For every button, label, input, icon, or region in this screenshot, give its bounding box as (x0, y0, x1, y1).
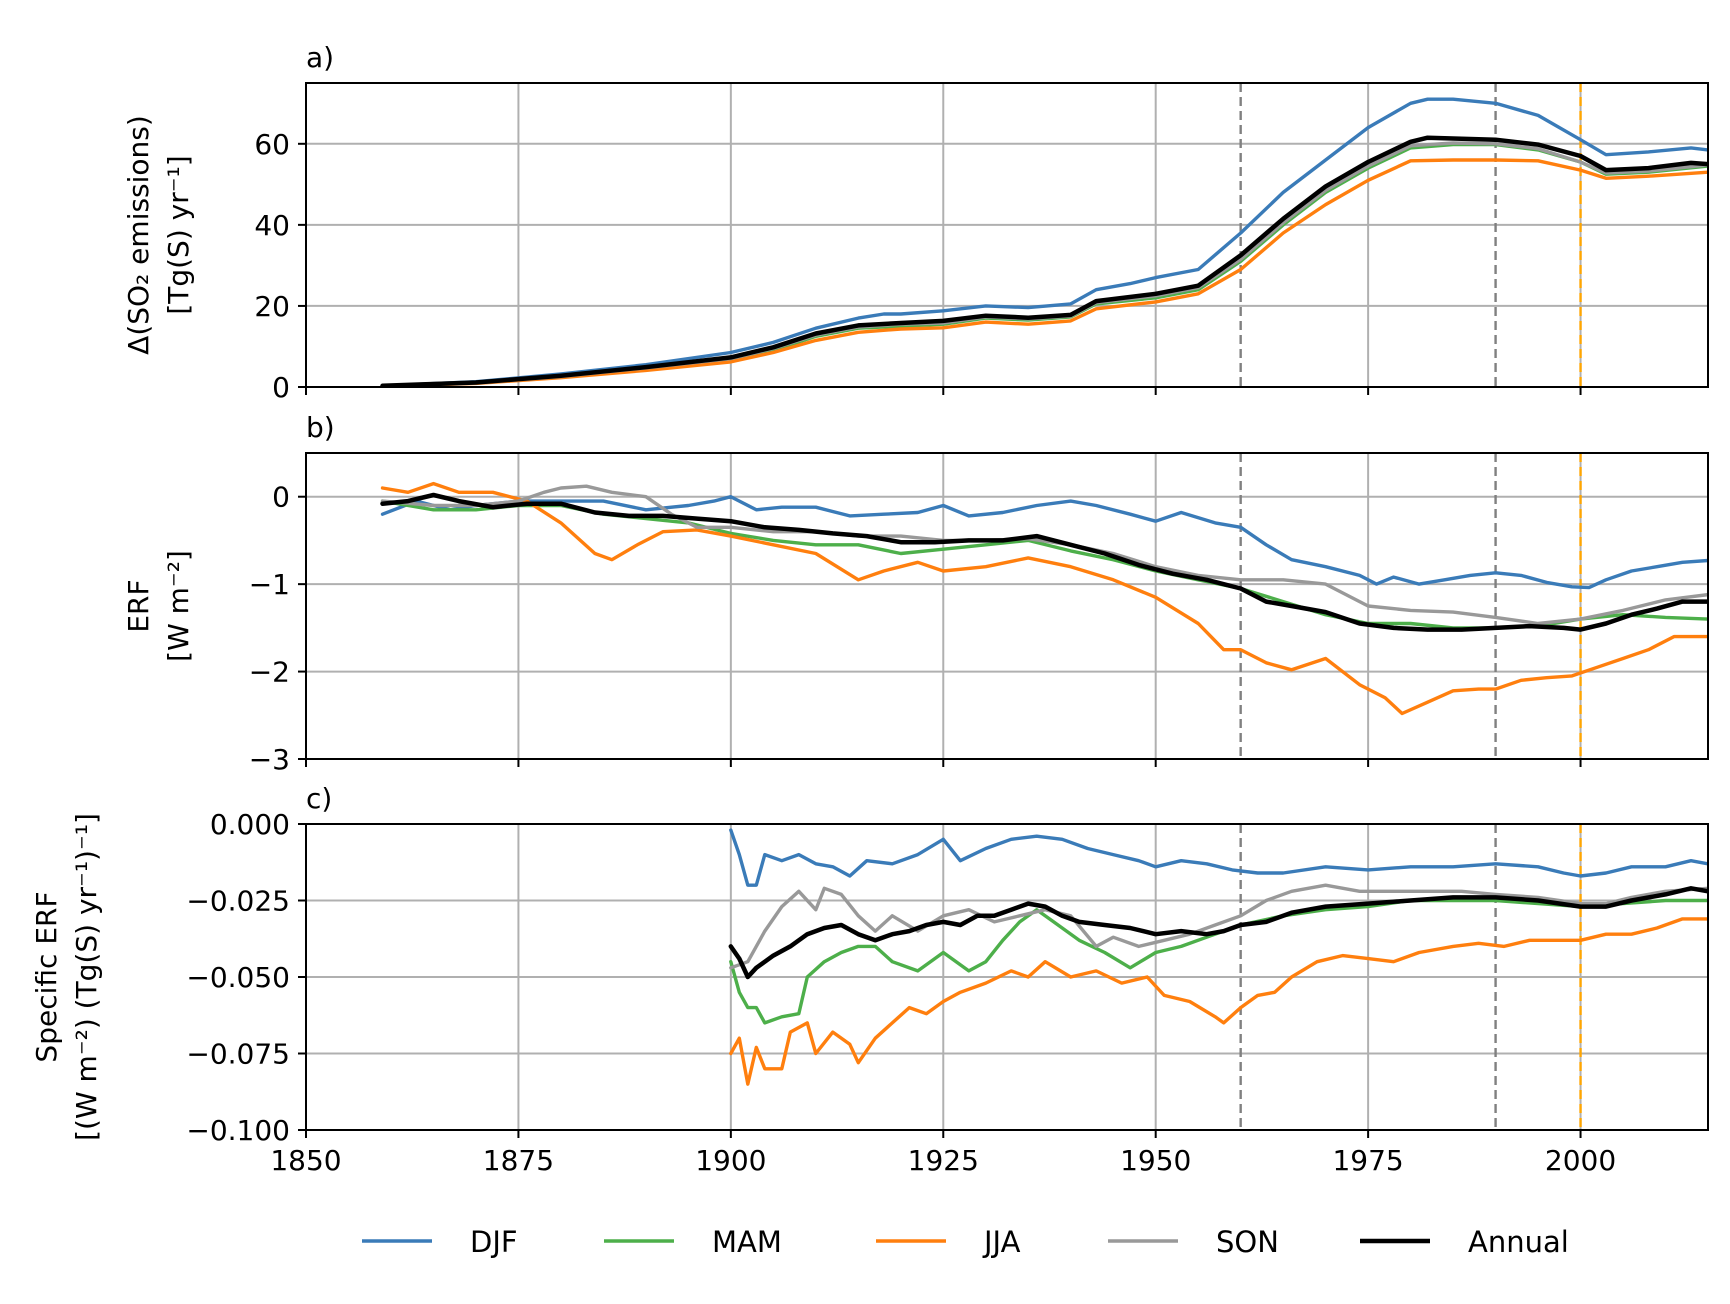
y-axis-label-units: [(W m⁻²) (Tg(S) yr⁻¹)⁻¹] (70, 813, 103, 1141)
panel-3: 1850 1875 1900 1925 1950 1975 2000 −0.100 −0.075… (30, 782, 1709, 1177)
y-axis-label-units: [Tg(S) yr⁻¹] (162, 155, 195, 314)
y-tick-label: −2 (249, 656, 290, 689)
panel-label: c) (306, 782, 332, 815)
series-line-djf (380, 495, 1708, 590)
y-tick-label: 0 (272, 371, 290, 404)
panel-2: −3 −2 −1 0 b) ERF [W m⁻²] (122, 411, 1709, 776)
x-tick-label: 1850 (270, 1144, 341, 1177)
plot-frame (305, 452, 1709, 760)
x-tick-label: 1950 (1120, 1144, 1191, 1177)
series-line-son (729, 883, 1708, 970)
panel-label: a) (306, 41, 334, 74)
x-tick-label: 2000 (1545, 1144, 1616, 1177)
legend-label: DJF (470, 1225, 518, 1259)
legend-label: MAM (712, 1225, 782, 1259)
series-line-mam (380, 499, 1708, 630)
series-line-djf (380, 97, 1708, 387)
y-tick-label: −0.075 (186, 1038, 290, 1071)
y-tick-label: 0 (272, 481, 290, 514)
y-tick-label: −0.050 (186, 961, 290, 994)
legend-item-djf: DJF (362, 1225, 518, 1259)
legend-label: JJA (982, 1225, 1021, 1259)
y-tick-label: −0.100 (186, 1114, 290, 1147)
y-tick-label: 60 (254, 128, 290, 161)
y-tick-label: −1 (249, 568, 290, 601)
y-axis-label: ERF (122, 579, 155, 632)
legend: DJF MAM JJA SON Annual (362, 1225, 1569, 1259)
plot-frame (305, 82, 1709, 388)
legend-item-mam: MAM (604, 1225, 782, 1259)
series-line-jja (380, 481, 1708, 716)
series-line-djf (729, 828, 1708, 887)
series-line-annual (380, 135, 1708, 387)
y-tick-label: 20 (254, 290, 290, 323)
y-axis-label: Specific ERF (30, 891, 63, 1062)
series-line-jja (729, 917, 1708, 1086)
series-line-mam (729, 898, 1708, 1025)
series-line-jja (380, 158, 1708, 387)
y-tick-label: −3 (249, 743, 290, 776)
legend-item-son: SON (1108, 1225, 1279, 1259)
legend-item-jja: JJA (876, 1225, 1021, 1259)
legend-label: Annual (1468, 1225, 1569, 1259)
y-tick-label: −0.025 (186, 885, 290, 918)
x-tick-label: 1875 (483, 1144, 554, 1177)
x-tick-label: 1900 (695, 1144, 766, 1177)
legend-item-annual: Annual (1360, 1225, 1569, 1259)
panel-label: b) (306, 411, 335, 444)
series-line-son (380, 141, 1708, 387)
y-axis-label-units: [W m⁻²] (162, 550, 195, 662)
y-tick-label: 40 (254, 209, 290, 242)
x-tick-label: 1975 (1332, 1144, 1403, 1177)
series-line-annual (380, 492, 1708, 632)
panel-1: 0 20 40 60 a) Δ(SO₂ emissions) [Tg(S) yr⁻¹] (122, 41, 1709, 404)
series-line-mam (380, 142, 1708, 387)
series-line-annual (728, 886, 1708, 980)
x-tick-label: 1925 (908, 1144, 979, 1177)
legend-label: SON (1216, 1225, 1279, 1259)
y-tick-label: 0.000 (210, 808, 290, 841)
y-axis-label: Δ(SO₂ emissions) (122, 115, 155, 355)
